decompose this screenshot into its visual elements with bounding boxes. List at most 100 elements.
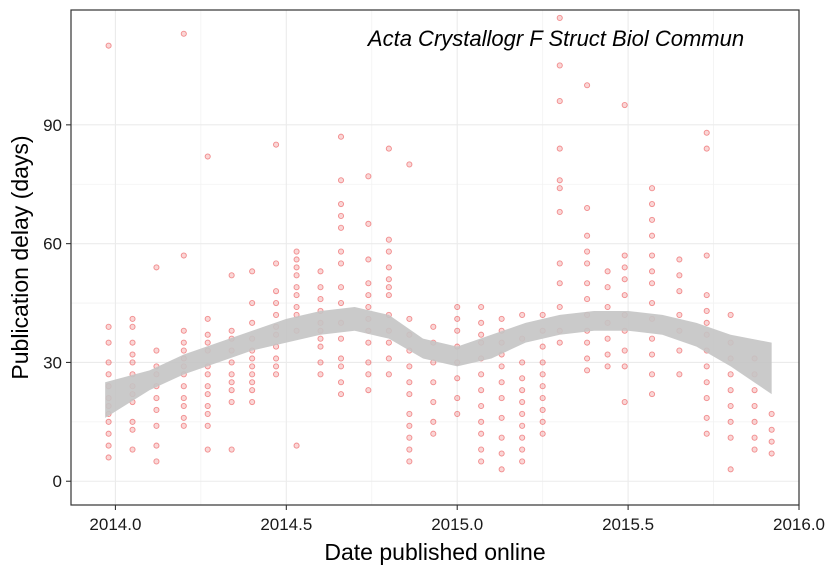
data-point (727, 387, 734, 394)
data-point (105, 430, 112, 437)
data-point (204, 402, 211, 410)
data-point (556, 303, 563, 311)
x-tick-label: 2015.5 (602, 515, 654, 534)
data-point (249, 268, 256, 275)
data-point (454, 315, 461, 322)
data-point (648, 351, 656, 358)
data-point (703, 363, 710, 370)
data-point (621, 264, 628, 271)
data-point (317, 268, 324, 275)
data-point (180, 327, 187, 334)
data-point (604, 303, 611, 311)
data-point (129, 339, 136, 346)
data-point (180, 339, 187, 346)
data-point (228, 272, 235, 279)
data-point (317, 284, 324, 291)
data-point (293, 272, 300, 279)
data-point (153, 264, 160, 271)
data-point (498, 363, 505, 370)
data-point (498, 466, 505, 473)
data-point (204, 446, 211, 453)
data-point (556, 98, 563, 105)
data-point (454, 395, 461, 402)
data-point (478, 371, 485, 378)
x-tick-label: 2015.0 (431, 515, 483, 534)
data-point (604, 284, 611, 291)
data-point (204, 331, 211, 338)
panel-title: Acta Crystallogr F Struct Biol Commun (366, 26, 744, 51)
data-point (676, 311, 683, 318)
data-point (621, 101, 628, 109)
data-point (621, 398, 628, 406)
data-point (153, 422, 160, 429)
data-point (317, 359, 324, 366)
data-point (539, 343, 546, 350)
data-point (228, 359, 235, 366)
data-point (153, 406, 160, 414)
data-point (751, 446, 758, 453)
y-tick-label: 90 (43, 116, 62, 135)
data-point (556, 62, 563, 69)
data-point (180, 414, 187, 421)
data-point (430, 323, 437, 330)
data-point (703, 252, 710, 259)
data-point (180, 30, 187, 37)
data-point (204, 153, 211, 160)
data-point (703, 430, 710, 437)
data-point (584, 260, 591, 267)
data-point (337, 284, 345, 291)
data-point (406, 391, 413, 398)
data-point (584, 204, 591, 212)
data-point (454, 303, 461, 311)
data-point (228, 379, 235, 386)
data-point (478, 331, 485, 338)
data-point (556, 177, 563, 184)
data-point (365, 303, 372, 311)
data-point (337, 133, 345, 140)
data-point (228, 327, 235, 334)
data-point (430, 430, 437, 437)
data-point (180, 252, 187, 259)
data-point (556, 260, 563, 267)
data-point (406, 315, 413, 322)
data-point (293, 248, 300, 255)
data-point (584, 232, 591, 239)
y-tick-label: 0 (53, 472, 62, 491)
axis-ticks (66, 124, 800, 510)
data-point (180, 402, 187, 410)
data-point (129, 418, 136, 425)
panel-border (70, 9, 800, 506)
data-point (406, 446, 413, 453)
data-point (703, 292, 710, 299)
data-point (519, 311, 526, 318)
data-point (249, 371, 256, 378)
data-point (703, 129, 710, 136)
y-axis-title: Publication delay (days) (7, 135, 33, 379)
data-point (406, 458, 413, 465)
data-point (105, 371, 112, 378)
data-point (249, 363, 256, 370)
data-point (180, 395, 187, 402)
data-point (556, 145, 563, 152)
data-point (556, 208, 563, 216)
data-point (293, 292, 300, 299)
data-point (385, 371, 392, 378)
data-point (703, 379, 710, 386)
data-point (751, 434, 758, 441)
data-point (519, 434, 526, 441)
data-point (337, 299, 345, 307)
data-point (621, 363, 628, 370)
data-point (727, 434, 734, 441)
data-point (273, 355, 280, 362)
data-point (337, 391, 345, 398)
x-tick-label: 2014.5 (260, 515, 312, 534)
data-point (204, 371, 211, 378)
data-point (385, 284, 392, 291)
data-point (648, 252, 656, 259)
data-point (676, 288, 683, 295)
data-point (584, 82, 591, 89)
data-point (337, 177, 345, 184)
x-axis-title: Date published online (324, 539, 545, 565)
data-point (768, 438, 775, 445)
data-point (228, 398, 235, 406)
